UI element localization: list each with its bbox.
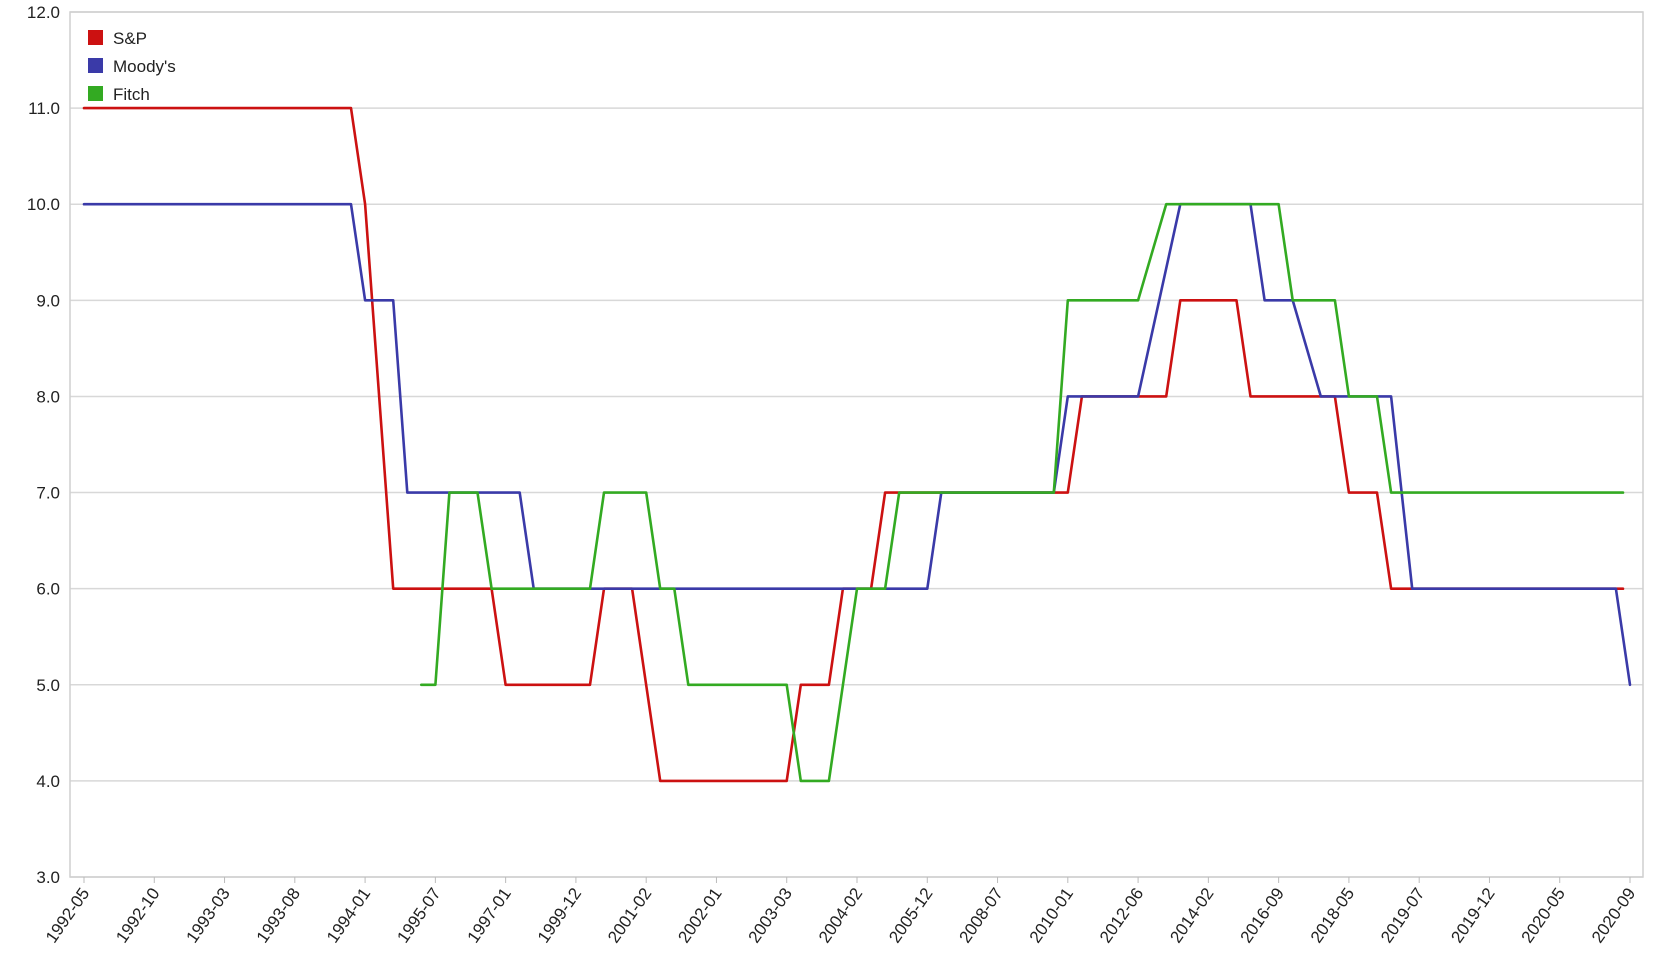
y-tick-label: 3.0 bbox=[36, 868, 60, 887]
y-tick-label: 7.0 bbox=[36, 484, 60, 503]
y-tick-label: 4.0 bbox=[36, 772, 60, 791]
legend: S&P Moody's Fitch bbox=[88, 29, 176, 104]
legend-swatch-fitch bbox=[88, 86, 103, 101]
y-tick-label: 11.0 bbox=[28, 99, 60, 118]
y-tick-label: 5.0 bbox=[36, 676, 60, 695]
legend-swatch-moody-s bbox=[88, 58, 103, 73]
legend-swatch-s-p bbox=[88, 30, 103, 45]
series-lines bbox=[82, 106, 1632, 783]
legend-label-s-p: S&P bbox=[113, 29, 147, 48]
y-tick-label: 9.0 bbox=[36, 291, 60, 310]
series-line-fitch bbox=[419, 202, 1625, 783]
y-tick-label: 12.0 bbox=[27, 3, 60, 22]
y-tick-label: 6.0 bbox=[36, 580, 60, 599]
y-tick-label: 8.0 bbox=[36, 387, 60, 406]
legend-label-moody-s: Moody's bbox=[113, 57, 176, 76]
legend-label-fitch: Fitch bbox=[113, 85, 150, 104]
y-tick-label: 10.0 bbox=[27, 195, 60, 214]
